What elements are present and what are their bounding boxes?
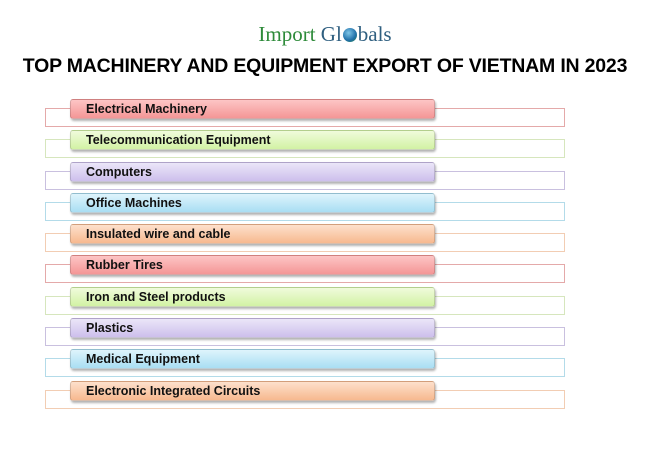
list-item: Rubber Tires — [0, 255, 650, 286]
page-title: TOP MACHINERY AND EQUIPMENT EXPORT OF VI… — [22, 55, 628, 77]
logo-text-globals: Gl bals — [320, 22, 392, 46]
list-item: Electrical Machinery — [0, 99, 650, 130]
list-item: Medical Equipment — [0, 349, 650, 380]
item-bar: Rubber Tires — [70, 255, 435, 276]
list-item: Plastics — [0, 318, 650, 349]
item-label: Computers — [86, 164, 152, 179]
item-label: Insulated wire and cable — [86, 227, 231, 242]
logo-text-import: Import — [258, 22, 316, 46]
item-bar: Medical Equipment — [70, 349, 435, 370]
export-list: Electrical Machinery Telecommunication Eq… — [0, 99, 650, 412]
list-item: Iron and Steel products — [0, 286, 650, 318]
item-label: Office Machines — [86, 195, 182, 210]
import-globals-logo: Import Gl bals — [0, 22, 650, 47]
item-label: Plastics — [86, 321, 134, 336]
item-bar: Plastics — [70, 318, 435, 339]
list-item: Insulated wire and cable — [0, 224, 650, 255]
item-label: Telecommunication Equipment — [86, 133, 271, 148]
item-label: Rubber Tires — [86, 258, 163, 273]
list-item: Office Machines — [0, 192, 650, 224]
item-bar: Electronic Integrated Circuits — [70, 380, 435, 401]
list-item: Electronic Integrated Circuits — [0, 380, 650, 412]
item-bar: Office Machines — [70, 192, 435, 213]
item-label: Electrical Machinery — [86, 102, 207, 116]
globe-icon — [342, 28, 357, 42]
item-label: Medical Equipment — [86, 352, 200, 367]
item-label: Electronic Integrated Circuits — [86, 383, 261, 398]
item-label: Iron and Steel products — [86, 289, 226, 304]
item-bar: Electrical Machinery — [70, 99, 435, 119]
list-item: Computers — [0, 161, 650, 193]
item-bar: Telecommunication Equipment — [70, 130, 435, 151]
item-bar: Insulated wire and cable — [70, 224, 435, 245]
item-bar: Computers — [70, 161, 435, 182]
list-item: Telecommunication Equipment — [0, 130, 650, 161]
item-bar: Iron and Steel products — [70, 286, 435, 307]
